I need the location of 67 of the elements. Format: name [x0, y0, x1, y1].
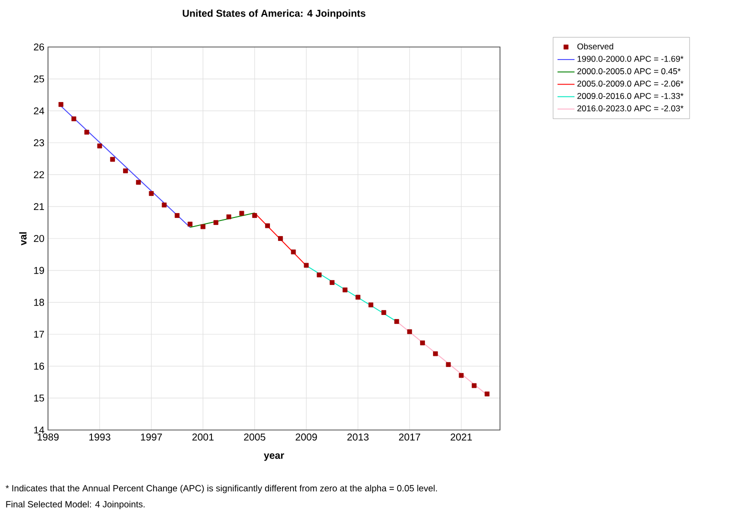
- point: [458, 373, 464, 378]
- y-tick-label: 23: [34, 139, 44, 146]
- y-tick-label: 16: [34, 362, 44, 370]
- x-tick-label: 1989: [38, 434, 59, 441]
- x-tick-label: 2021: [450, 434, 472, 441]
- x-tick-label: 2001: [192, 434, 214, 441]
- point: [123, 168, 128, 174]
- legend-label: 2005.0-2009.0 APC = -2.06*: [577, 80, 684, 87]
- point: [71, 116, 76, 122]
- point: [304, 262, 309, 268]
- y-tick-label: 20: [34, 234, 44, 242]
- point: [110, 156, 115, 162]
- legend-label: 2016.0-2023.0 APC = -2.03*: [577, 105, 684, 112]
- x-tick-label: 1993: [89, 434, 110, 441]
- point: [381, 310, 386, 315]
- point: [200, 224, 206, 230]
- point: [148, 191, 154, 196]
- y-tick-label: 17: [34, 330, 44, 338]
- point: [213, 220, 218, 225]
- point: [278, 236, 283, 241]
- legend-label: 2000.0-2005.0 APC = 0.45*: [577, 68, 681, 74]
- legend-label: Observed: [577, 43, 614, 50]
- y-tick-label: 15: [34, 394, 44, 402]
- point: [368, 302, 374, 308]
- y-axis-title: val: [19, 232, 27, 246]
- point: [394, 319, 400, 324]
- x-tick-label: 2009: [296, 434, 317, 441]
- point: [484, 392, 490, 396]
- point: [174, 213, 180, 218]
- point: [265, 223, 270, 228]
- text: * Indicates that the Annual Percent Change (APC) is significantly different from zero at the alpha = 0.05 level.: [6, 484, 437, 494]
- x-tick-label: 2013: [347, 434, 369, 441]
- y-tick-label: 19: [34, 266, 44, 274]
- point: [84, 130, 90, 135]
- point: [420, 340, 425, 346]
- x-tick-label: 1997: [141, 434, 162, 441]
- point: [433, 351, 438, 356]
- point: [226, 214, 232, 220]
- point: [472, 383, 477, 388]
- x-axis-title: year: [264, 453, 284, 461]
- point: [97, 144, 102, 148]
- point: [58, 102, 64, 107]
- point: [330, 280, 335, 285]
- legend-label: 2009.0-2016.0 APC = -1.33*: [577, 93, 684, 99]
- point: [162, 202, 167, 208]
- point: [136, 180, 141, 185]
- point: [316, 272, 322, 278]
- y-tick-label: 24: [34, 107, 44, 114]
- text: Final Selected Model: 4 Joinpoints.: [6, 500, 145, 510]
- y-tick-label: 21: [34, 203, 44, 210]
- chart-title: United States of America: 4 Joinpoints: [182, 10, 366, 19]
- y-tick-label: 14: [34, 426, 44, 434]
- x-tick-label: 2005: [244, 434, 266, 441]
- y-tick-label: 18: [34, 298, 44, 306]
- y-tick-label: 22: [34, 171, 44, 178]
- point: [252, 213, 258, 218]
- x-tick-label: 2017: [399, 434, 420, 441]
- y-tick-label: 26: [34, 43, 44, 51]
- point: [446, 362, 451, 367]
- point: [188, 222, 192, 227]
- y-tick-label: 25: [34, 75, 44, 82]
- point: [356, 294, 360, 300]
- point: [290, 250, 296, 254]
- legend-label: 1990.0-2000.0 APC = -1.69*: [578, 56, 684, 62]
- point: [407, 329, 412, 334]
- point: [239, 210, 244, 216]
- point: [342, 287, 348, 292]
